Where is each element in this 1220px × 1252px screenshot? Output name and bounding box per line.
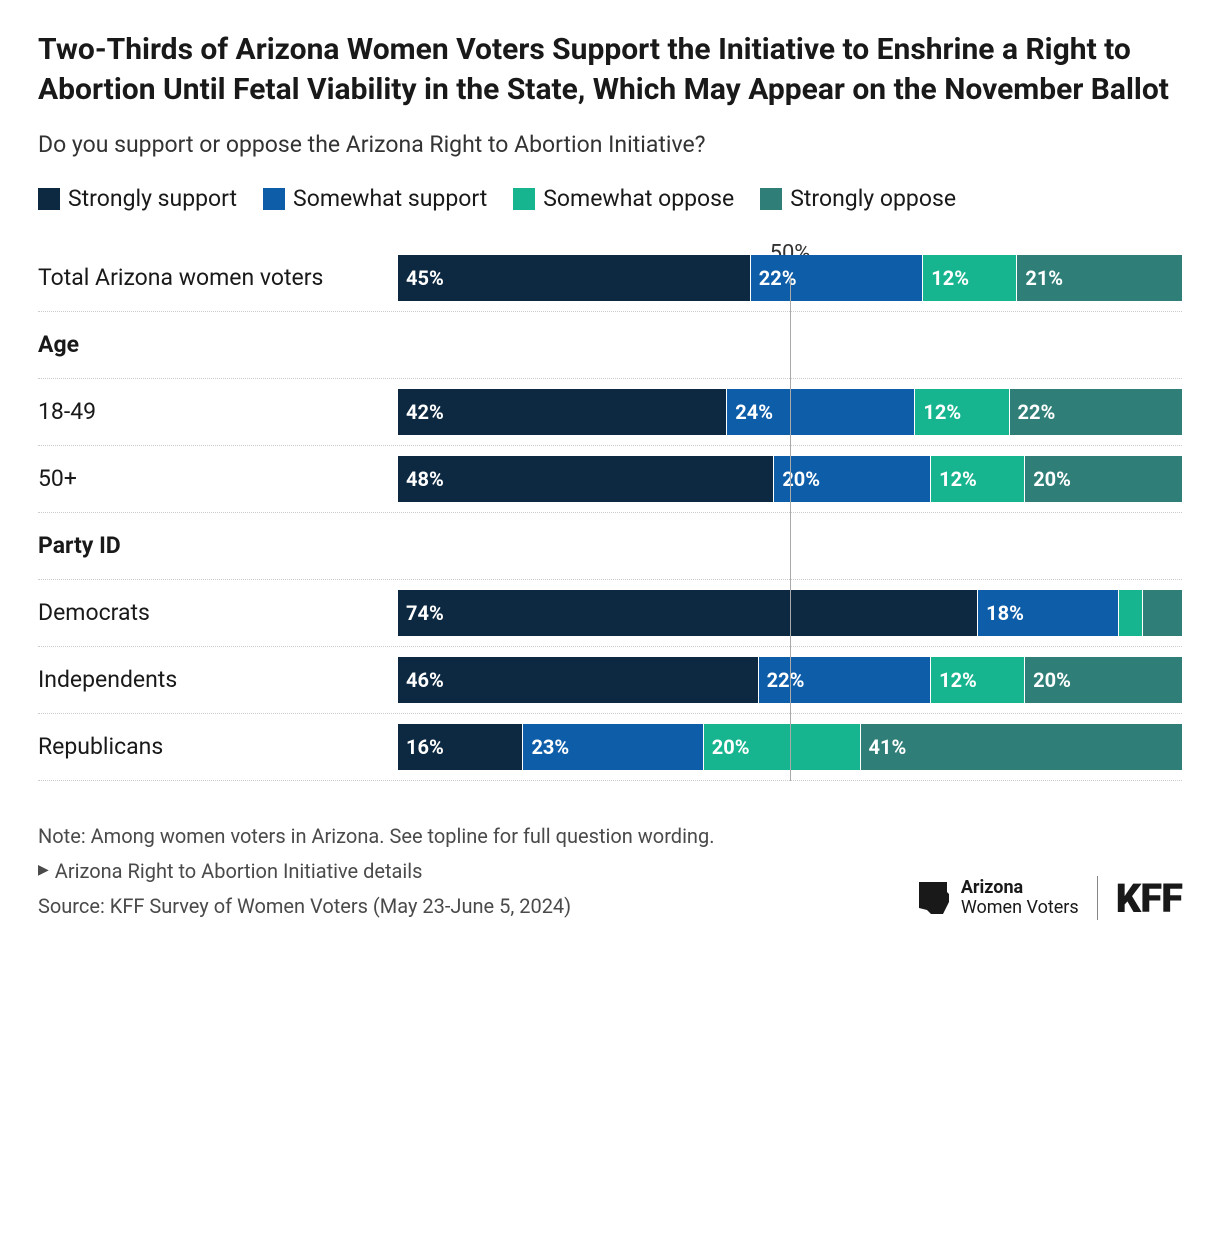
data-row: 50+48%20%12%20% xyxy=(38,446,1182,513)
footer-source: Source: KFF Survey of Women Voters (May … xyxy=(38,891,714,922)
bar-segment: 22% xyxy=(759,657,931,703)
row-label: Independents xyxy=(38,666,398,693)
bar-segment: 20% xyxy=(774,456,931,502)
bar-segment: 12% xyxy=(931,456,1025,502)
bar-segment: 45% xyxy=(398,255,751,301)
data-row: 18-4942%24%12%22% xyxy=(38,379,1182,446)
footer-notes: Note: Among women voters in Arizona. See… xyxy=(38,821,714,922)
bar-segment: 48% xyxy=(398,456,774,502)
bar-segment: 12% xyxy=(915,389,1009,435)
bar-segment: 23% xyxy=(523,724,703,770)
bar-segment xyxy=(1143,590,1182,636)
stacked-bar-chart: 50%Total Arizona women voters45%22%12%21… xyxy=(38,245,1182,781)
bar-segment: 22% xyxy=(751,255,923,301)
legend-label: Strongly support xyxy=(68,182,237,217)
row-label: Republicans xyxy=(38,733,398,760)
bar-segment: 18% xyxy=(978,590,1119,636)
legend-swatch xyxy=(38,188,60,210)
footer-brand: Arizona Women Voters KFF xyxy=(917,875,1182,922)
group-header-row: Age xyxy=(38,312,1182,379)
row-label: 18-49 xyxy=(38,398,398,425)
legend-label: Somewhat support xyxy=(293,182,487,217)
caret-right-icon: ▶ xyxy=(38,860,49,882)
legend-label: Somewhat oppose xyxy=(543,182,734,217)
bar-segment: 41% xyxy=(861,724,1182,770)
details-toggle[interactable]: ▶ Arizona Right to Abortion Initiative d… xyxy=(38,856,714,887)
legend-swatch xyxy=(263,188,285,210)
legend-label: Strongly oppose xyxy=(790,182,956,217)
brand-text: Arizona Women Voters xyxy=(961,878,1079,919)
legend-item: Somewhat oppose xyxy=(513,182,734,217)
row-label: Democrats xyxy=(38,599,398,626)
bar-segment: 12% xyxy=(931,657,1025,703)
legend: Strongly support Somewhat support Somewhat… xyxy=(38,182,1182,217)
bar-segment: 20% xyxy=(1025,456,1182,502)
legend-item: Somewhat support xyxy=(263,182,487,217)
brand-block: Arizona Women Voters xyxy=(917,878,1079,919)
row-label: Total Arizona women voters xyxy=(38,264,398,291)
bar-segment: 42% xyxy=(398,389,727,435)
bar-segment: 74% xyxy=(398,590,978,636)
reference-line xyxy=(790,277,791,781)
legend-swatch xyxy=(513,188,535,210)
bar-segment: 20% xyxy=(1025,657,1182,703)
bar-segment: 21% xyxy=(1017,255,1182,301)
group-header-row: Party ID xyxy=(38,513,1182,580)
data-row: Total Arizona women voters45%22%12%21% xyxy=(38,245,1182,312)
footer: Note: Among women voters in Arizona. See… xyxy=(38,821,1182,922)
bar-segment: 24% xyxy=(727,389,915,435)
kff-logo: KFF xyxy=(1116,875,1182,922)
group-header-label: Party ID xyxy=(38,532,398,559)
chart-title: Two-Thirds of Arizona Women Voters Suppo… xyxy=(38,30,1182,109)
footer-note: Note: Among women voters in Arizona. See… xyxy=(38,821,714,852)
data-row: Independents46%22%12%20% xyxy=(38,647,1182,714)
details-label: Arizona Right to Abortion Initiative det… xyxy=(55,856,423,887)
arizona-icon xyxy=(917,878,951,918)
legend-swatch xyxy=(760,188,782,210)
group-header-label: Age xyxy=(38,331,398,358)
bar-segment xyxy=(1119,590,1143,636)
bar-segment: 22% xyxy=(1010,389,1182,435)
bar-segment: 46% xyxy=(398,657,759,703)
legend-item: Strongly oppose xyxy=(760,182,956,217)
row-label: 50+ xyxy=(38,465,398,492)
bar-segment: 20% xyxy=(704,724,861,770)
brand-separator xyxy=(1097,876,1098,920)
chart-question: Do you support or oppose the Arizona Rig… xyxy=(38,131,1182,158)
data-row: Democrats74%18% xyxy=(38,580,1182,647)
bar-segment: 16% xyxy=(398,724,523,770)
bar-segment: 12% xyxy=(923,255,1017,301)
data-row: Republicans16%23%20%41% xyxy=(38,714,1182,781)
legend-item: Strongly support xyxy=(38,182,237,217)
